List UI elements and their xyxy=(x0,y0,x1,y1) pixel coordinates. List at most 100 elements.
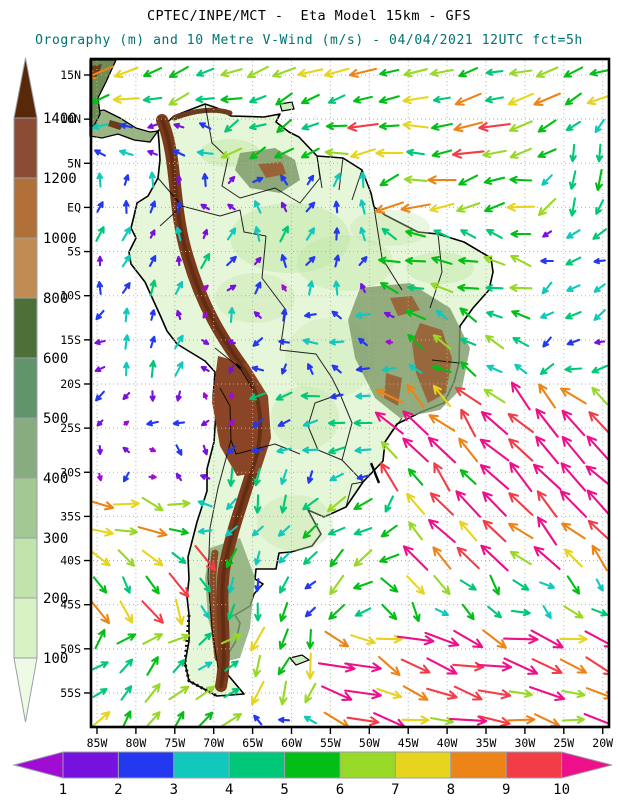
wind-arrow xyxy=(563,605,584,619)
wind-arrow xyxy=(406,493,426,515)
wind-arrow xyxy=(226,497,237,511)
wind-arrow xyxy=(427,175,457,185)
wind-arrow xyxy=(225,548,238,568)
wind-arrow xyxy=(569,197,577,217)
chart-subtitle: Orography (m) and 10 Metre V-Wind (m/s) … xyxy=(35,33,583,48)
latitude-label: 5S xyxy=(67,245,81,259)
wind-arrow xyxy=(122,471,130,483)
wind-arrow xyxy=(174,711,185,726)
wind-arrow xyxy=(426,657,458,675)
latitude-label: 45S xyxy=(60,598,81,612)
wind-arrow xyxy=(148,474,157,480)
wind-arrow xyxy=(592,228,608,240)
orography-scale-label: 1000 xyxy=(43,231,77,247)
wind-colorbar-segment xyxy=(173,751,230,779)
orography-colorbar-segment xyxy=(13,117,38,179)
wind-arrow xyxy=(302,446,319,454)
wind-arrow xyxy=(200,605,210,619)
wind-arrow xyxy=(486,364,503,374)
wind-arrow xyxy=(172,149,186,157)
wind-arrow xyxy=(253,226,261,242)
wind-arrow xyxy=(482,491,507,517)
wind-arrow xyxy=(411,601,421,623)
terrain-patch xyxy=(230,203,350,273)
wind-arrow xyxy=(92,688,108,698)
wind-arrow xyxy=(478,122,511,132)
wind-arrow xyxy=(484,202,505,213)
wind-arrow xyxy=(385,339,394,345)
wind-arrow xyxy=(304,580,317,590)
wind-arrow xyxy=(378,655,401,677)
wind-arrow xyxy=(506,202,535,212)
wind-arrow xyxy=(197,499,213,508)
longitude-label: 20W xyxy=(592,736,613,750)
wind-arrow xyxy=(149,200,157,214)
wind-arrow xyxy=(198,632,212,646)
wind-arrow xyxy=(591,386,608,406)
wind-arrow xyxy=(354,607,372,617)
wind-arrow xyxy=(537,197,557,217)
wind-arrow xyxy=(509,68,533,77)
wind-arrow xyxy=(302,523,319,539)
wind-arrow xyxy=(429,202,455,213)
wind-arrow xyxy=(168,92,190,106)
wind-arrow xyxy=(508,689,533,698)
wind-arrow xyxy=(253,494,262,514)
wind-arrow xyxy=(251,525,264,537)
wind-arrow xyxy=(174,361,184,377)
wind-arrow xyxy=(479,464,510,490)
wind-arrow xyxy=(122,710,132,726)
wind-arrow xyxy=(148,255,157,267)
wind-arrow xyxy=(202,392,209,400)
wind-arrow xyxy=(92,550,111,567)
terrain-patch xyxy=(258,162,286,178)
wind-arrow xyxy=(120,685,133,701)
wind-arrow xyxy=(508,492,534,516)
wind-arrow xyxy=(510,608,531,617)
wind-arrow xyxy=(374,411,404,435)
wind-arrow xyxy=(304,606,316,618)
wind-arrow xyxy=(300,93,320,105)
longitude-label: 60W xyxy=(281,736,302,750)
map-frame xyxy=(89,57,611,729)
chart-title: CPTEC/INPE/MCT - Eta Model 15km - GFS xyxy=(146,8,472,24)
wind-arrow xyxy=(300,392,321,400)
wind-arrow xyxy=(486,310,503,319)
andes-crest xyxy=(160,118,263,688)
wind-arrow xyxy=(381,603,398,621)
wind-arrow xyxy=(359,171,367,189)
wind-arrow xyxy=(114,527,138,536)
wind-arrow xyxy=(329,574,345,596)
wind-arrow xyxy=(509,550,532,566)
wind-arrow xyxy=(254,256,262,266)
wind-arrow xyxy=(228,419,235,427)
wind-arrow xyxy=(328,604,346,620)
wind-arrow xyxy=(427,518,456,544)
wind-arrow xyxy=(323,67,350,78)
wind-arrow xyxy=(594,168,603,192)
country-border xyxy=(207,387,232,669)
wind-arrow xyxy=(593,283,606,293)
orography-scale-label: 400 xyxy=(43,471,68,487)
wind-arrow xyxy=(329,548,344,568)
orography-scale-label: 600 xyxy=(43,351,68,367)
wind-arrow xyxy=(566,284,581,292)
wind-arrow xyxy=(561,435,586,465)
wind-arrow xyxy=(511,309,531,320)
wind-arrow xyxy=(591,608,608,617)
wind-arrow xyxy=(94,366,106,373)
orography-colorbar-segment xyxy=(13,477,38,539)
wind-arrow xyxy=(168,527,189,536)
wind-arrow xyxy=(149,447,157,453)
wind-arrow xyxy=(431,255,453,265)
wind-arrow xyxy=(480,411,509,435)
wind-arrow xyxy=(378,122,400,131)
wind-arrow xyxy=(483,176,506,185)
orography-colorbar-segment xyxy=(13,297,38,359)
wind-arrow xyxy=(168,685,190,701)
wind-arrow xyxy=(307,363,314,375)
terrain-patch xyxy=(271,386,339,450)
wind-arrow xyxy=(122,576,131,594)
wind-arrow xyxy=(95,309,105,321)
wind-arrow xyxy=(375,388,403,404)
